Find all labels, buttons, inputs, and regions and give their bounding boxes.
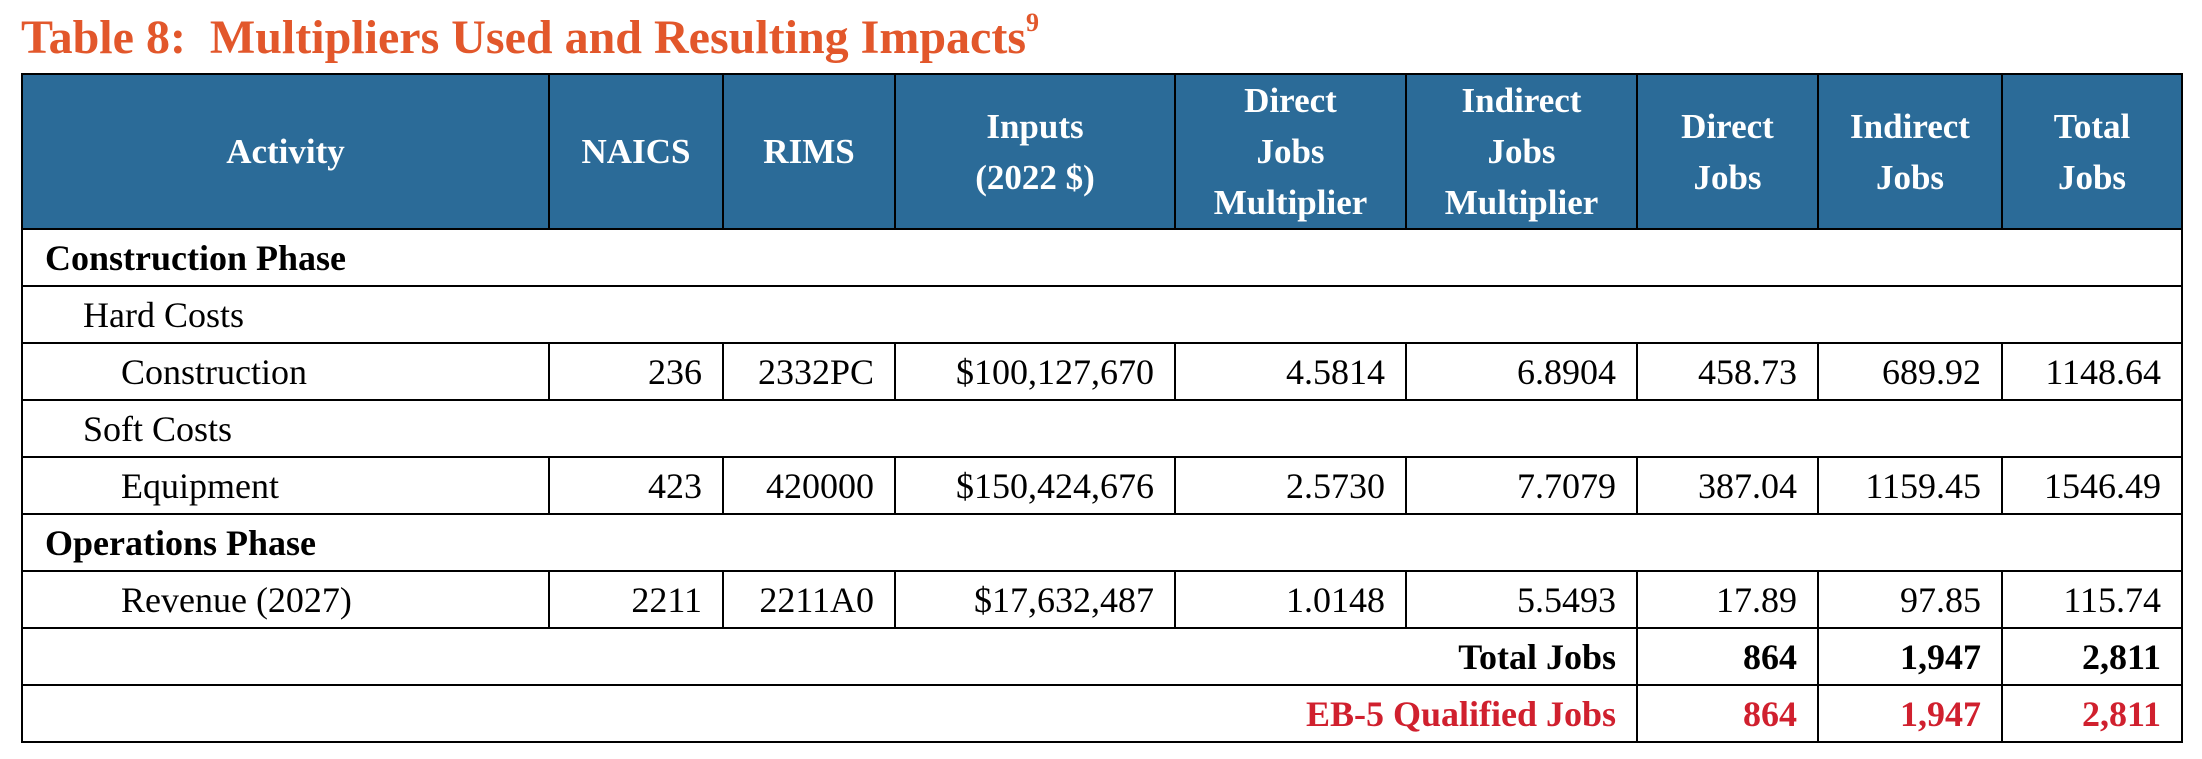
table-title: Table 8: Multipliers Used and Resulting …	[21, 8, 1039, 68]
cell: 2211	[548, 570, 724, 629]
item-row: Construction 236 2332PC $100,127,670 4.5814 6…	[21, 342, 2183, 401]
cell: 1159.45	[1817, 456, 2003, 515]
total-cell: 2,811	[2001, 684, 2183, 743]
group-row: Hard Costs	[21, 285, 2183, 344]
cell: $100,127,670	[894, 342, 1176, 401]
cell: 387.04	[1636, 456, 1819, 515]
cell: 1.0148	[1174, 570, 1407, 629]
cell: 2332PC	[722, 342, 896, 401]
phase-row: Construction Phase	[21, 228, 2183, 287]
cell: 4.5814	[1174, 342, 1407, 401]
total-cell: 1,947	[1817, 627, 2003, 686]
total-label: EB-5 Qualified Jobs	[21, 684, 1638, 743]
column-header: Direct Jobs	[1636, 73, 1819, 230]
cell: 423	[548, 456, 724, 515]
column-header: Total Jobs	[2001, 73, 2183, 230]
column-header: Indirect Jobs	[1817, 73, 2003, 230]
footnote-mark: 9	[1026, 8, 1039, 37]
activity: Construction	[21, 342, 550, 401]
item-row: Equipment 423 420000 $150,424,676 2.5730 7.70…	[21, 456, 2183, 515]
cell: 7.7079	[1405, 456, 1638, 515]
cell: 236	[548, 342, 724, 401]
header-row: Activity NAICS RIMS Inputs (2022 $) Direct J…	[21, 73, 2183, 230]
title-text: Table 8: Multipliers Used and Resulting …	[21, 11, 1026, 64]
cell: 1148.64	[2001, 342, 2183, 401]
table-body: Construction Phase Hard Costs Construction…	[21, 228, 2183, 743]
column-header: Indirect Jobs Multiplier	[1405, 73, 1638, 230]
cell: 458.73	[1636, 342, 1819, 401]
cell: $150,424,676	[894, 456, 1176, 515]
cell: 689.92	[1817, 342, 2003, 401]
group-row: Soft Costs	[21, 399, 2183, 458]
phase: Construction Phase	[21, 228, 2183, 287]
column-header: Inputs (2022 $)	[894, 73, 1176, 230]
cell: 5.5493	[1405, 570, 1638, 629]
cell: 115.74	[2001, 570, 2183, 629]
cell: 420000	[722, 456, 896, 515]
total-cell: 1,947	[1817, 684, 2003, 743]
total-cell: 864	[1636, 684, 1819, 743]
total-row: Total Jobs 864 1,947 2,811	[21, 627, 2183, 686]
activity: Revenue (2027)	[21, 570, 550, 629]
phase-row: Operations Phase	[21, 513, 2183, 572]
cell: $17,632,487	[894, 570, 1176, 629]
cell: 17.89	[1636, 570, 1819, 629]
column-header: RIMS	[722, 73, 896, 230]
cell: 6.8904	[1405, 342, 1638, 401]
column-header: Activity	[21, 73, 550, 230]
phase: Operations Phase	[21, 513, 2183, 572]
cell: 1546.49	[2001, 456, 2183, 515]
total-cell: 864	[1636, 627, 1819, 686]
cell: 2211A0	[722, 570, 896, 629]
group: Soft Costs	[21, 399, 2183, 458]
column-header: NAICS	[548, 73, 724, 230]
cell: 2.5730	[1174, 456, 1407, 515]
cell: 97.85	[1817, 570, 2003, 629]
group: Hard Costs	[21, 285, 2183, 344]
total-label: Total Jobs	[21, 627, 1638, 686]
total-row: EB-5 Qualified Jobs 864 1,947 2,811	[21, 684, 2183, 743]
column-header: Direct Jobs Multiplier	[1174, 73, 1407, 230]
item-row: Revenue (2027) 2211 2211A0 $17,632,487 1.014…	[21, 570, 2183, 629]
impacts-table: Activity NAICS RIMS Inputs (2022 $) Direct J…	[21, 73, 2183, 743]
activity: Equipment	[21, 456, 550, 515]
total-cell: 2,811	[2001, 627, 2183, 686]
